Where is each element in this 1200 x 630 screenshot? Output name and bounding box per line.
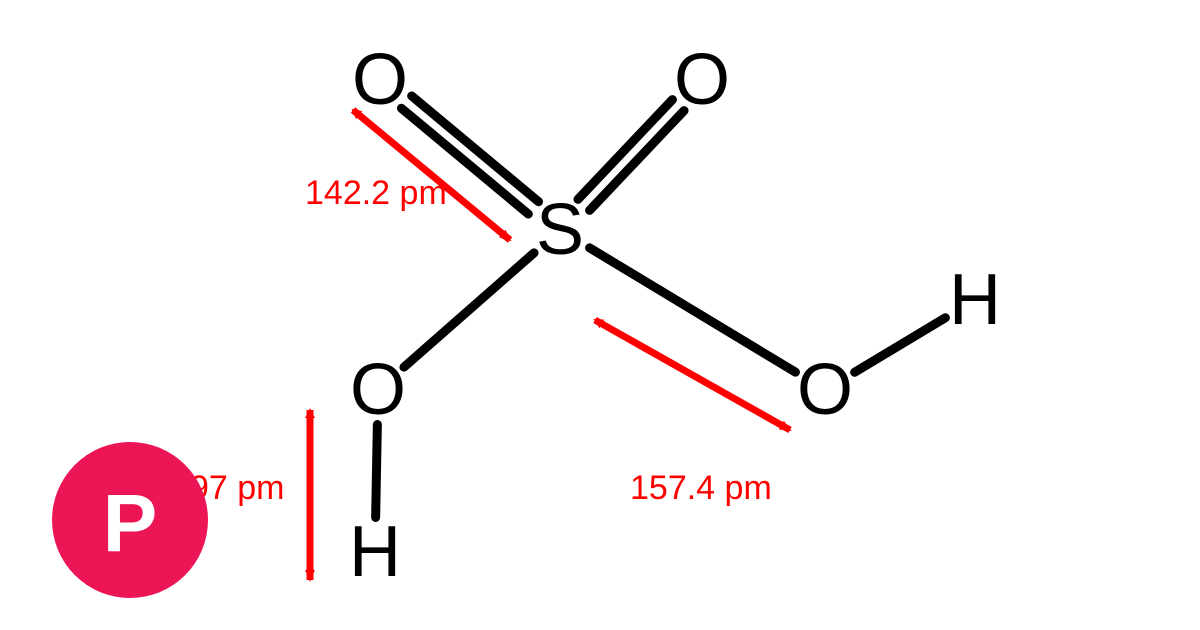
measurement-label-1: 157.4 pm [630, 469, 772, 507]
atom-label-O3: O [350, 350, 406, 430]
bond-O4-H2 [855, 318, 946, 372]
atom-label-H2: H [949, 260, 1001, 340]
atom-label-S: S [536, 190, 584, 270]
bond-O3-H1 [376, 425, 378, 518]
atom-label-O4: O [797, 350, 853, 430]
bond-S-O2-a [590, 111, 684, 211]
atom-label-O2: O [674, 40, 730, 120]
bond-S-O2-b [578, 100, 672, 200]
measurement-arrow-1 [595, 320, 790, 430]
bond-S-O4 [590, 248, 796, 372]
measurement-label-0: 142.2 pm [305, 174, 447, 212]
atom-label-H1: H [349, 512, 401, 592]
molecule-diagram: SOOOOHH 142.2 pm157.4 pm97 pm P [0, 0, 1200, 630]
bond-S-O3 [404, 253, 534, 367]
logo-letter: P [103, 479, 158, 570]
atom-label-O1: O [352, 40, 408, 120]
